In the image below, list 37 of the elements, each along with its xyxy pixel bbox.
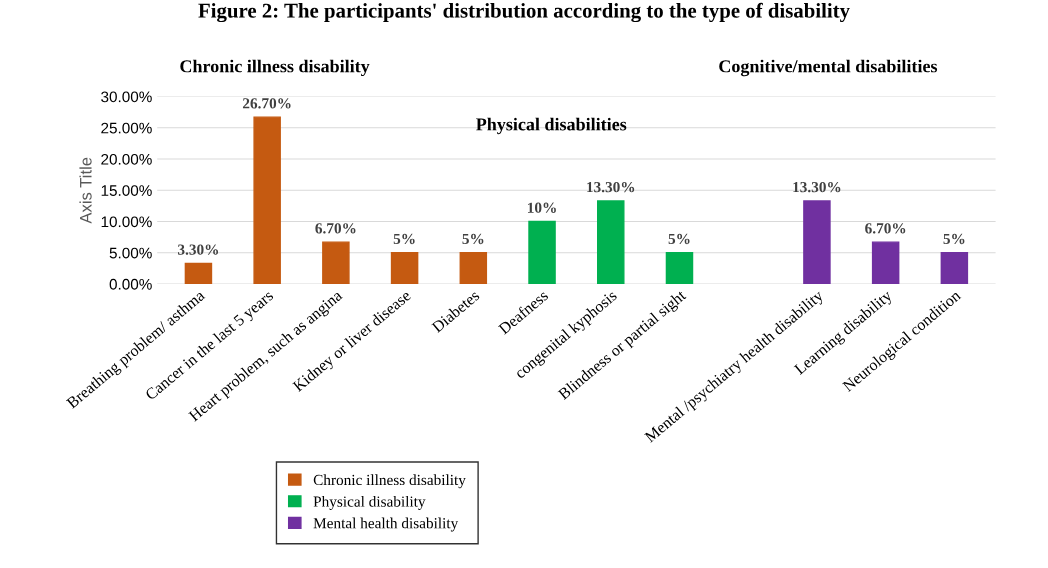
bar [184, 262, 213, 284]
bar [322, 241, 350, 284]
y-tick-label: 0.00% [109, 278, 152, 290]
text: Cognitive/mental disabilities [719, 59, 938, 77]
y-axis-title: Axis Title [79, 157, 92, 224]
data-label: 6.70% [865, 223, 906, 234]
bar [871, 241, 900, 284]
data-label: 5% [668, 233, 690, 245]
data-label: 5% [393, 233, 415, 245]
data-label: 6.70% [315, 223, 356, 234]
bar [459, 252, 488, 284]
bar [803, 200, 831, 284]
data-label: 5% [462, 233, 484, 245]
bar [597, 200, 625, 284]
y-tick-label: 30.00% [101, 91, 152, 103]
data-label: 3.30% [178, 244, 219, 255]
y-tick-label: 20.00% [101, 153, 152, 165]
bar [390, 252, 419, 284]
data-label: 13.30% [793, 181, 841, 193]
bar [253, 116, 281, 284]
chart-title: Figure 2: The participants' distribution according to the type of disability [198, 2, 850, 23]
data-label: 10% [527, 202, 556, 213]
y-tick-label: 25.00% [101, 122, 152, 134]
text: Chronic illness disability [180, 59, 370, 77]
data-label: 13.30% [587, 181, 635, 193]
legend-label: Mental health disability [313, 517, 459, 532]
legend-label: Chronic illness disability [313, 474, 466, 489]
bar [528, 220, 556, 284]
y-tick-label: 5.00% [109, 247, 152, 259]
annotation: Physical disabilities [476, 117, 627, 135]
data-label: 26.70% [242, 98, 291, 109]
y-tick-label: 15.00% [101, 185, 152, 196]
legend-label: Physical disability [313, 495, 426, 510]
bar [940, 252, 969, 284]
y-tick-label: 10.00% [101, 216, 152, 228]
data-label: 5% [943, 233, 965, 245]
bar [665, 252, 694, 284]
